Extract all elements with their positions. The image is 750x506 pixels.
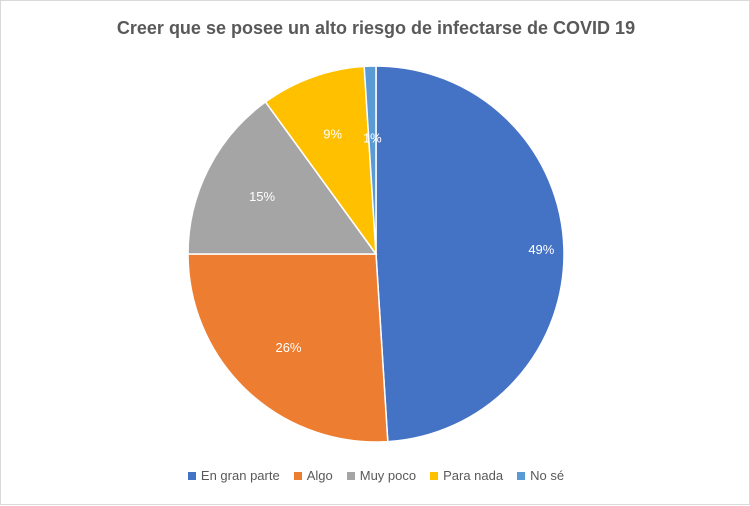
- legend-swatch: [430, 471, 439, 480]
- pie-slice-algo: [187, 253, 389, 443]
- pie-slice-en-gran-parte: [375, 65, 565, 443]
- legend-item-en-gran-parte: En gran parte: [187, 468, 280, 483]
- legend-label: Muy poco: [359, 468, 417, 483]
- chart-legend: En gran parte Algo Muy poco Para nada No sé: [1, 468, 750, 483]
- data-label-muy-poco: 15%: [249, 189, 275, 204]
- legend-label: Para nada: [443, 468, 504, 483]
- legend-label: Algo: [306, 468, 333, 483]
- legend-item-para-nada: Para nada: [430, 468, 503, 483]
- legend-item-muy-poco: Muy poco: [346, 468, 417, 483]
- data-label-no-s-: 1%: [363, 130, 382, 145]
- data-label-para-nada: 9%: [323, 127, 342, 142]
- pie-slice-para-nada: [264, 65, 377, 257]
- data-label-en-gran-parte: 49%: [528, 242, 554, 257]
- legend-swatch: [293, 471, 302, 480]
- chart-title: Creer que se posee un alto riesgo de inf…: [116, 18, 636, 38]
- legend-swatch: [517, 471, 526, 480]
- legend-item-no-s-: No sé: [517, 468, 564, 483]
- legend-label: En gran parte: [200, 468, 280, 483]
- pie-slice-muy-poco: [187, 100, 378, 255]
- legend-label: No sé: [530, 468, 565, 483]
- legend-swatch: [187, 471, 196, 480]
- legend-swatch: [346, 471, 355, 480]
- pie-slice-no-s-: [363, 65, 377, 255]
- legend-item-algo: Algo: [293, 468, 333, 483]
- data-label-algo: 26%: [275, 340, 301, 355]
